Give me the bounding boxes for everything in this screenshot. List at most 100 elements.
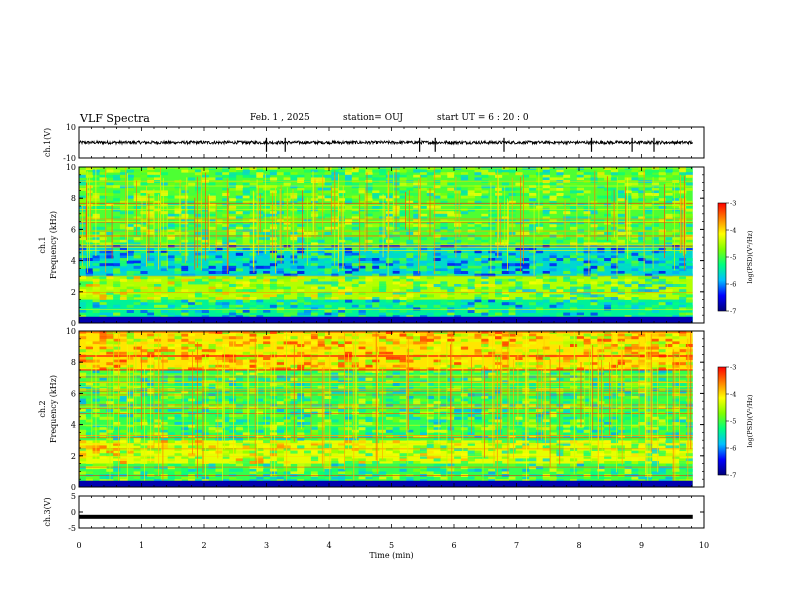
spectrogram-cell	[358, 299, 366, 303]
spectrogram-cell	[447, 182, 455, 186]
spectrogram-cell	[201, 281, 209, 285]
spectrogram-cell	[365, 208, 373, 212]
spectrogram-cell	[658, 315, 666, 319]
spectrogram-cell	[188, 416, 196, 420]
spectrogram-cell	[638, 276, 646, 280]
spectrogram-cell	[160, 252, 168, 256]
spectrogram-cell	[399, 453, 407, 457]
spectrogram-cell	[385, 265, 394, 269]
spectrogram-cell	[638, 242, 646, 246]
spectrogram-cell	[160, 182, 168, 186]
spectrogram-cell	[535, 250, 544, 254]
spectrogram-cell	[406, 302, 414, 306]
spectrogram-cell	[447, 291, 455, 295]
spectrogram-cell	[174, 307, 182, 311]
spectrogram-cell	[242, 312, 250, 316]
spectrogram-cell	[229, 346, 237, 350]
spectrogram-cell	[269, 461, 278, 464]
spectrogram-cell	[433, 344, 441, 347]
spectrogram-cell	[269, 200, 278, 204]
spectrogram-cell	[597, 302, 605, 306]
spectrogram-cell	[372, 276, 380, 280]
spectrogram-cell	[229, 336, 237, 340]
spectrogram-cell	[358, 284, 366, 287]
spectrogram-cell	[263, 364, 271, 368]
spectrogram-cell	[454, 354, 462, 358]
spectrogram-cell	[113, 359, 121, 363]
spectrogram-cell	[617, 263, 625, 267]
spectrogram-cell	[242, 193, 250, 196]
spectrogram-cell	[235, 419, 243, 423]
spectrogram-cell	[99, 479, 107, 483]
spectrogram-cell	[488, 208, 496, 212]
spectrogram-cell	[140, 221, 148, 225]
spectrogram-cell	[263, 401, 271, 405]
spectrogram-cell	[276, 401, 284, 405]
spectrogram-cell	[665, 304, 673, 308]
spectrogram-cell	[624, 260, 632, 264]
spectrogram-cell	[535, 310, 544, 313]
spectrogram-cell	[392, 429, 400, 433]
spectrogram-cell	[365, 278, 373, 282]
spectrogram-cell	[147, 177, 155, 181]
spectrogram-cell	[338, 177, 346, 181]
spectrogram-cell	[310, 198, 319, 202]
spectrogram-cell	[433, 232, 441, 235]
spectrogram-cell	[79, 349, 87, 353]
spectrogram-cell	[235, 258, 243, 261]
spectrogram-cell	[181, 206, 189, 209]
spectrogram-cell	[413, 208, 421, 212]
spectrogram-cell	[610, 237, 619, 241]
spectrogram-cell	[222, 190, 230, 194]
spectrogram-cell	[645, 177, 653, 181]
spectrogram-cell	[79, 289, 87, 293]
spectrogram-cell	[133, 273, 141, 277]
spectrogram-cell	[426, 273, 434, 277]
spectrogram-cell	[433, 206, 441, 209]
spectrogram-cell	[283, 416, 291, 420]
spectrogram-cell	[372, 208, 380, 212]
spectrogram-cell	[99, 336, 107, 340]
spectrogram-cell	[92, 258, 100, 261]
spectrogram-cell	[590, 312, 598, 316]
spectrogram-cell	[181, 299, 189, 303]
spectrogram-cell	[399, 219, 407, 222]
spectrogram-cell	[440, 372, 448, 376]
spectrogram-cell	[160, 351, 168, 355]
spectrogram-cell	[181, 193, 189, 196]
spectrogram-cell	[583, 216, 591, 220]
spectrogram-cell	[79, 450, 87, 454]
spectrogram-cell	[85, 268, 93, 272]
spectrogram-cell	[399, 297, 407, 300]
spectrogram-cell	[256, 453, 264, 457]
spectrogram-cell	[358, 297, 366, 300]
spectrogram-cell	[481, 312, 489, 316]
spectrogram-cell	[501, 206, 509, 209]
spectrogram-cell	[385, 458, 394, 462]
spectrogram-cell	[399, 226, 407, 230]
spectrogram-cell	[454, 226, 462, 230]
spectrogram-cell	[215, 406, 223, 410]
spectrogram-cell	[338, 351, 346, 355]
spectrogram-cell	[638, 286, 646, 290]
spectrogram-cell	[229, 333, 237, 337]
spectrogram-cell	[624, 315, 632, 319]
spectrogram-cell	[358, 304, 366, 308]
spectrogram-cell	[529, 193, 537, 196]
spectrogram-cell	[460, 377, 469, 381]
spectrogram-cell	[481, 206, 489, 209]
spectrogram-cell	[235, 304, 243, 308]
spectrogram-cell	[154, 286, 162, 290]
spectrogram-cell	[242, 281, 250, 285]
spectrogram-cell	[147, 169, 155, 173]
spectrogram-cell	[133, 263, 141, 267]
spectrogram-cell	[235, 461, 243, 464]
spectrogram-cell	[263, 463, 271, 467]
spectrogram-cell	[188, 349, 196, 353]
spectrogram-cell	[297, 432, 305, 436]
spectrogram-cell	[679, 260, 687, 264]
spectrogram-cell	[392, 364, 400, 368]
spectrogram-cell	[140, 338, 148, 342]
spectrogram-cell	[167, 182, 175, 186]
